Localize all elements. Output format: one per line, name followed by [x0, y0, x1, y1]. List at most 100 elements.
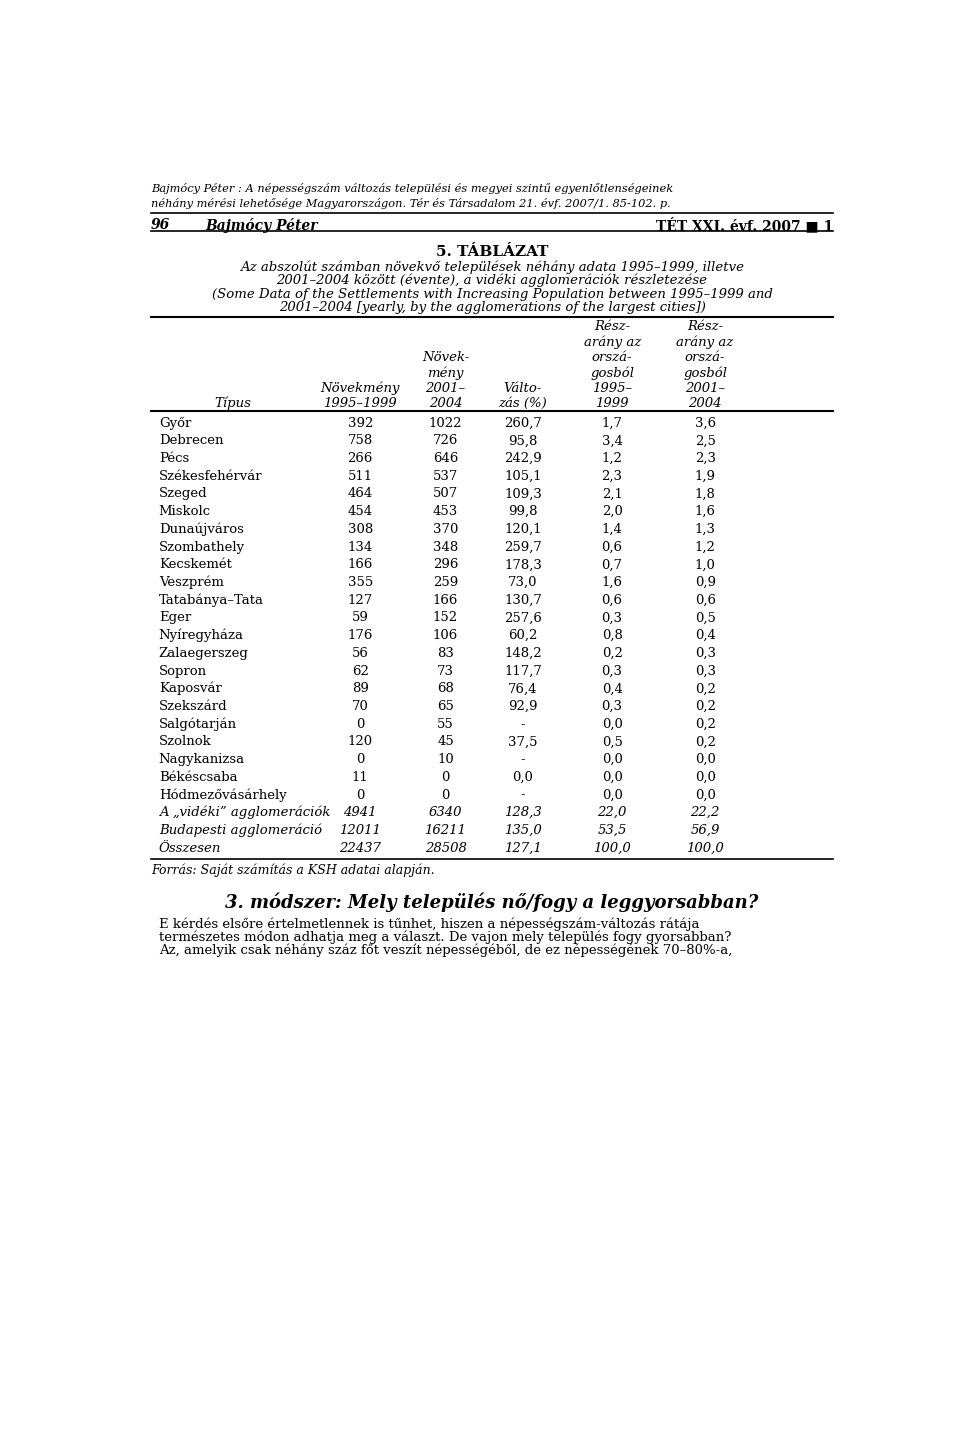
Text: 105,1: 105,1 [504, 470, 541, 483]
Text: 0,3: 0,3 [602, 612, 623, 625]
Text: A „vidéki” agglomerációk: A „vidéki” agglomerációk [158, 806, 330, 819]
Text: 5. TÁBLÁZAT: 5. TÁBLÁZAT [436, 245, 548, 260]
Text: 95,8: 95,8 [508, 435, 538, 448]
Text: 0,2: 0,2 [695, 735, 715, 748]
Text: 1,6: 1,6 [602, 576, 623, 589]
Text: 2001–2004 [yearly, by the agglomerations of the largest cities]): 2001–2004 [yearly, by the agglomerations… [278, 302, 706, 315]
Text: 355: 355 [348, 576, 372, 589]
Text: 2001–2004 között (évente), a vidéki agglomerációk részletezése: 2001–2004 között (évente), a vidéki aggl… [276, 274, 708, 287]
Text: Rész-
arány az
orszá-
gosból
1995–
1999: Rész- arány az orszá- gosból 1995– 1999 [584, 320, 640, 409]
Text: 2,3: 2,3 [695, 452, 715, 465]
Text: Hódmezővásárhely: Hódmezővásárhely [158, 787, 286, 802]
Text: 65: 65 [437, 700, 454, 713]
Text: 11: 11 [352, 771, 369, 784]
Text: 0,2: 0,2 [695, 700, 715, 713]
Text: 6340: 6340 [429, 806, 463, 819]
Text: Összesen: Összesen [158, 841, 221, 854]
Text: 83: 83 [437, 647, 454, 660]
Text: 0: 0 [356, 789, 365, 802]
Text: 0,4: 0,4 [695, 629, 715, 642]
Text: 1,7: 1,7 [602, 416, 623, 429]
Text: Győr: Győr [158, 416, 191, 429]
Text: Szolnok: Szolnok [158, 735, 211, 748]
Text: Nagykanizsa: Nagykanizsa [158, 753, 245, 766]
Text: 259,7: 259,7 [504, 541, 542, 554]
Text: 1022: 1022 [429, 416, 463, 429]
Text: Növekmény
1995–1999: Növekmény 1995–1999 [321, 381, 400, 409]
Text: 62: 62 [351, 664, 369, 677]
Text: 0,6: 0,6 [602, 593, 623, 606]
Text: 166: 166 [348, 558, 372, 571]
Text: 166: 166 [433, 593, 458, 606]
Text: Szeged: Szeged [158, 487, 207, 500]
Text: 22,2: 22,2 [690, 806, 720, 819]
Text: Budapesti agglomeráció: Budapesti agglomeráció [158, 824, 322, 837]
Text: Növek-
mény
2001–
2004: Növek- mény 2001– 2004 [421, 351, 469, 409]
Text: 0,9: 0,9 [695, 576, 715, 589]
Text: 2,5: 2,5 [695, 435, 715, 448]
Text: Veszprém: Veszprém [158, 576, 224, 589]
Text: 0,6: 0,6 [602, 541, 623, 554]
Text: 128,3: 128,3 [504, 806, 541, 819]
Text: 0: 0 [442, 771, 449, 784]
Text: 370: 370 [433, 523, 458, 536]
Text: 16211: 16211 [424, 824, 467, 837]
Text: 0,8: 0,8 [602, 629, 623, 642]
Text: Rész-
arány az
orszá-
gosból
2001–
2004: Rész- arány az orszá- gosból 2001– 2004 [677, 320, 733, 409]
Text: 646: 646 [433, 452, 458, 465]
Text: 4941: 4941 [344, 806, 377, 819]
Text: 259: 259 [433, 576, 458, 589]
Text: E kérdés elsőre értelmetlennek is tűnhet, hiszen a népességszám-változás rátája: E kérdés elsőre értelmetlennek is tűnhet… [158, 916, 699, 931]
Text: Zalaegerszeg: Zalaegerszeg [158, 647, 249, 660]
Text: 507: 507 [433, 487, 458, 500]
Text: Típus: Típus [214, 396, 251, 409]
Text: 260,7: 260,7 [504, 416, 542, 429]
Text: 53,5: 53,5 [597, 824, 627, 837]
Text: Az, amelyik csak néhány száz főt veszít népességéből, de ez népességének 70–80%-: Az, amelyik csak néhány száz főt veszít … [158, 944, 732, 957]
Text: 134: 134 [348, 541, 372, 554]
Text: 511: 511 [348, 470, 372, 483]
Text: 45: 45 [437, 735, 454, 748]
Text: Szekszárd: Szekszárd [158, 700, 228, 713]
Text: 0,5: 0,5 [695, 612, 715, 625]
Text: természetes módon adhatja meg a választ. De vajon mely település fogy gyorsabban: természetes módon adhatja meg a választ.… [158, 929, 732, 944]
Text: 60,2: 60,2 [508, 629, 538, 642]
Text: -: - [520, 718, 525, 731]
Text: 109,3: 109,3 [504, 487, 542, 500]
Text: 0,4: 0,4 [602, 683, 623, 696]
Text: 3,4: 3,4 [602, 435, 623, 448]
Text: Tatabánya–Tata: Tatabánya–Tata [158, 593, 264, 606]
Text: Szombathely: Szombathely [158, 541, 245, 554]
Text: 0,6: 0,6 [695, 593, 715, 606]
Text: 0,2: 0,2 [695, 683, 715, 696]
Text: 56: 56 [351, 647, 369, 660]
Text: 726: 726 [433, 435, 458, 448]
Text: 22437: 22437 [339, 841, 381, 854]
Text: 106: 106 [433, 629, 458, 642]
Text: 120: 120 [348, 735, 372, 748]
Text: 152: 152 [433, 612, 458, 625]
Text: Békéscsaba: Békéscsaba [158, 771, 237, 784]
Text: (Some Data of the Settlements with Increasing Population between 1995–1999 and: (Some Data of the Settlements with Incre… [211, 289, 773, 302]
Text: 10: 10 [437, 753, 454, 766]
Text: 92,9: 92,9 [508, 700, 538, 713]
Text: -: - [520, 789, 525, 802]
Text: 100,0: 100,0 [593, 841, 631, 854]
Text: 0,0: 0,0 [602, 753, 623, 766]
Text: 56,9: 56,9 [690, 824, 720, 837]
Text: 55: 55 [437, 718, 454, 731]
Text: Miskolc: Miskolc [158, 505, 211, 518]
Text: Kaposvár: Kaposvár [158, 682, 222, 696]
Text: 0,3: 0,3 [695, 664, 715, 677]
Text: 100,0: 100,0 [686, 841, 724, 854]
Text: Debrecen: Debrecen [158, 435, 224, 448]
Text: 76,4: 76,4 [508, 683, 538, 696]
Text: 99,8: 99,8 [508, 505, 538, 518]
Text: 464: 464 [348, 487, 372, 500]
Text: 127,1: 127,1 [504, 841, 541, 854]
Text: 758: 758 [348, 435, 372, 448]
Text: 242,9: 242,9 [504, 452, 541, 465]
Text: 266: 266 [348, 452, 372, 465]
Text: -: - [520, 753, 525, 766]
Text: 0,3: 0,3 [602, 664, 623, 677]
